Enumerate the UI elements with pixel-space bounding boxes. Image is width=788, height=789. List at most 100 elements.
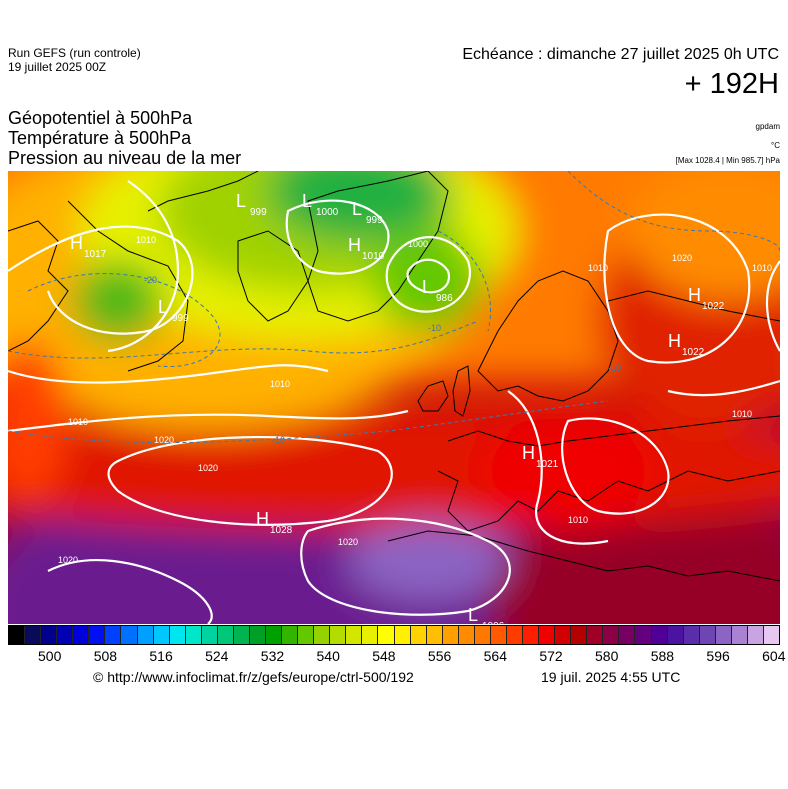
svg-text:H: H [70,233,83,253]
source-credit: © http://www.infoclimat.fr/z/gefs/europe… [93,669,414,685]
color-scale-tick-label: 556 [427,648,452,664]
coastline-british-isles [417,380,449,412]
center-l-986: L 986 [422,277,453,304]
svg-text:H: H [256,509,269,529]
svg-text:L: L [422,277,432,297]
color-scale-cell [394,626,411,644]
isobar-label: 1010 [732,409,752,419]
isotherm-label: -10 [428,323,441,333]
color-scale-cell [747,626,764,644]
color-scale-cell [233,626,250,644]
coastline-scandinavia [477,270,619,402]
color-scale-cell [715,626,732,644]
color-scale-cell [763,626,779,644]
isobar-label: 1020 [672,253,692,263]
color-scale-cell [73,626,90,644]
color-scale-cell [362,626,379,644]
unit-temperature: °C [771,141,780,150]
color-scale-cell [41,626,58,644]
parameter-list: Géopotentiel à 500hPa Température à 500h… [8,108,241,168]
isobar-label: 1020 [58,555,78,565]
color-scale-tick-label: 540 [316,648,340,664]
coastline-greenland [237,230,309,322]
isobar-label: 1020 [338,537,358,547]
color-scale-ticks: 500 508 516 524 532 540 548 556 564 572 580 588 596 6… [8,648,785,666]
color-scale-cell [282,626,299,644]
run-date: 19 juillet 2025 00Z [8,60,107,74]
isobar-label: 1020 [154,435,174,445]
color-scale-tick-label: 572 [539,648,563,664]
isotherm-label: -20 [144,275,157,285]
color-scale-tick-label: 524 [205,648,229,664]
isobar-label: 1010 [588,263,608,273]
isobar-label: 1010 [136,235,156,245]
isobar-label: 1010 [752,263,772,273]
color-scale-cell [25,626,42,644]
color-scale-cell [153,626,170,644]
color-scale-cell [490,626,507,644]
color-scale-cell [185,626,202,644]
color-scale-cell [587,626,604,644]
center-l-1000: L 1000 [302,191,339,218]
color-scale-cell [298,626,315,644]
isotherm-label: -10 [608,363,621,373]
svg-text:999: 999 [172,313,189,324]
parameter-temperature: Température à 500hPa [8,128,192,148]
color-scale-cell [346,626,363,644]
color-scale-tick-label: 580 [595,648,619,664]
svg-text:999: 999 [250,207,267,218]
valid-time: Echéance : dimanche 27 juillet 2025 0h U… [462,46,779,63]
svg-text:986: 986 [436,293,453,304]
color-scale-cell [523,626,540,644]
isotherms [8,171,780,444]
color-scale-cell [442,626,459,644]
color-scale-cell [506,626,523,644]
color-scale-tick-label: 500 [38,648,62,664]
svg-text:1022: 1022 [702,301,725,312]
center-l-999-labrador: L 999 [158,297,189,324]
color-scale-tick-label: 604 [762,648,786,664]
color-scale-cell [378,626,395,644]
color-scale-cell [619,626,636,644]
isobar-labels: 1010 1000 1010 1010 1020 1010 1010 1010 … [58,235,772,565]
run-label: Run GEFS (run controle) [8,46,141,60]
color-scale-tick-label: 532 [260,648,285,664]
isobar-label: 1010 [270,379,290,389]
color-scale-cell [731,626,748,644]
pressure-max-min: [Max 1028.4 | Min 985.7] hPa [675,156,780,165]
color-scale-cell [249,626,266,644]
color-scale-tick-label: 548 [372,648,396,664]
color-scale-cell [410,626,427,644]
color-scale-cell [137,626,154,644]
parameter-geopotential: Géopotentiel à 500hPa [8,108,193,128]
coastlines [8,171,780,582]
color-scale-cell [105,626,122,644]
color-scale-tick-label: 516 [149,648,173,664]
color-scale-cell [89,626,106,644]
svg-text:1022: 1022 [682,347,705,358]
unit-geopotential: gpdam [755,122,780,131]
lead-time: + 192H [684,68,779,100]
color-scale-cell [121,626,138,644]
isobar-label: 1020 [198,463,218,473]
svg-text:L: L [468,605,478,624]
color-scale-cell [635,626,652,644]
color-scale-cell [555,626,572,644]
color-scale-tick-label: 564 [483,648,507,664]
isobar-label: 1000 [408,239,428,249]
svg-text:1017: 1017 [84,249,107,260]
color-scale-cell [169,626,186,644]
isotherm-label: -10 [272,435,285,445]
color-scale-cell [667,626,684,644]
color-scale-cell [603,626,620,644]
svg-text:999: 999 [366,215,383,226]
color-scale-cell [699,626,716,644]
issue-time: 19 juil. 2025 4:55 UTC [541,669,681,685]
